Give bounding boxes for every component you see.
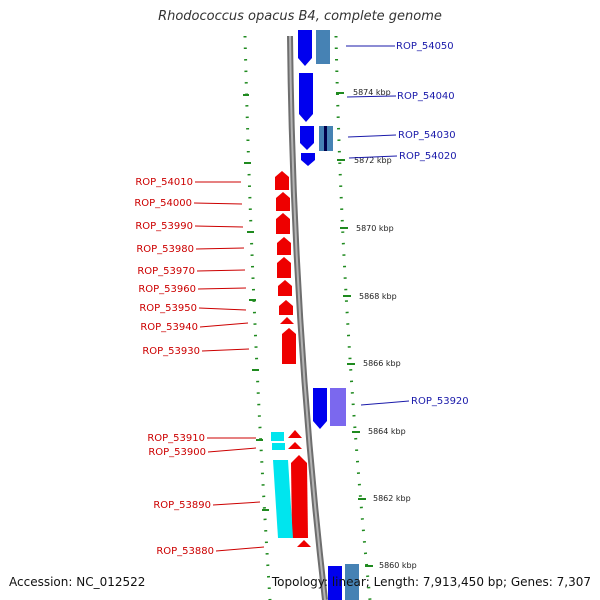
cds-rop-54030-band [324, 126, 327, 151]
gene-arrow-rop-53890 [291, 455, 308, 538]
gene-label-rop-53920[interactable]: ROP_53920 [411, 396, 469, 407]
map-title: Rhodococcus opacus B4, complete genome [158, 9, 442, 24]
gene-arrow-rop-53920 [313, 388, 327, 429]
gene-label-rop-53880[interactable]: ROP_53880 [156, 546, 214, 557]
leader-rop-53980 [195, 247, 245, 250]
gene-label-rop-54030[interactable]: ROP_54030 [398, 130, 456, 141]
gene-label-rop-54020[interactable]: ROP_54020 [399, 151, 457, 162]
genome-backbone-highlight [289, 35, 326, 600]
leader-rop-53970 [196, 269, 246, 272]
gene-arrow-rop-53910 [288, 430, 302, 438]
gene-arrow-rop-53930 [282, 328, 296, 364]
gene-label-rop-53980[interactable]: ROP_53980 [136, 244, 194, 255]
gene-arrow-rop-53940 [280, 317, 294, 324]
gene-arrow-rop-53980 [277, 237, 291, 255]
gene-label-rop-54040[interactable]: ROP_54040 [397, 91, 455, 102]
right-scale-ring [334, 35, 373, 600]
forward-strand-genes [298, 30, 359, 600]
gene-arrow-rop-53960 [278, 280, 292, 296]
gene-arrow-bottom [328, 566, 342, 600]
gene-label-rop-54000[interactable]: ROP_54000 [134, 198, 192, 209]
topology-text: Topology: linear; Length: 7,913,450 bp; … [271, 575, 591, 589]
label-leaders [193, 45, 410, 552]
right-scale-dots [334, 35, 372, 600]
leader-rop-53960 [197, 287, 247, 290]
gene-label-rop-53960[interactable]: ROP_53960 [138, 284, 196, 295]
leader-rop-54030 [347, 134, 397, 138]
scale-label: 5860 kbp [379, 561, 417, 570]
scale-label: 5874 kbp [353, 88, 391, 97]
leader-rop-53880 [215, 546, 265, 552]
scale-label: 5872 kbp [354, 156, 392, 165]
accession-text: Accession: NC_012522 [9, 575, 146, 589]
leader-rop-54020 [348, 155, 398, 159]
gene-label-rop-53930[interactable]: ROP_53930 [142, 346, 200, 357]
scale-label: 5870 kbp [356, 224, 394, 233]
gene-label-rop-53910[interactable]: ROP_53910 [147, 433, 205, 444]
leader-rop-53900 [207, 447, 257, 453]
scale-label: 5864 kbp [368, 427, 406, 436]
gene-arrow-rop-53900 [288, 442, 302, 449]
cds-rop-53920 [330, 388, 346, 426]
gene-label-rop-54050[interactable]: ROP_54050 [396, 41, 454, 52]
gene-arrow-rop-53950 [279, 300, 293, 315]
leader-rop-53930 [201, 348, 250, 352]
gene-arrow-rop-54010 [275, 171, 289, 190]
scale-label: 5866 kbp [363, 359, 401, 368]
gene-arrow-rop-54000 [276, 192, 290, 211]
leader-rop-53920 [360, 400, 410, 406]
leader-rop-53940 [199, 322, 249, 328]
cds-rop-53890 [273, 460, 293, 538]
gene-label-rop-53940[interactable]: ROP_53940 [140, 322, 198, 333]
gene-arrow-rop-54040 [299, 73, 313, 122]
leader-rop-53950 [198, 307, 247, 311]
gene-arrow-rop-53970 [277, 257, 291, 278]
gene-arrow-rop-54020 [301, 153, 315, 166]
cds-rop-54050 [316, 30, 330, 64]
gene-label-rop-53950[interactable]: ROP_53950 [139, 303, 197, 314]
cds-rop-53910 [271, 432, 284, 441]
scale-label: 5868 kbp [359, 292, 397, 301]
leader-rop-53890 [212, 501, 261, 506]
gene-label-rop-53900[interactable]: ROP_53900 [148, 447, 206, 458]
gene-label-rop-53990[interactable]: ROP_53990 [135, 221, 193, 232]
leader-rop-53990 [194, 225, 244, 228]
left-scale-ring [243, 35, 272, 600]
leader-rop-54000 [193, 202, 243, 205]
gene-arrow-rop-54050 [298, 30, 312, 66]
scale-label: 5862 kbp [373, 494, 411, 503]
gene-label-rop-53890[interactable]: ROP_53890 [153, 500, 211, 511]
gene-label-rop-53970[interactable]: ROP_53970 [137, 266, 195, 277]
gene-arrow-rop-53990 [276, 213, 290, 234]
reverse-strand-genes [271, 171, 311, 547]
cds-bottom [345, 564, 359, 600]
gene-arrow-rop-54030 [300, 126, 314, 150]
leader-rop-54040 [346, 95, 397, 98]
left-scale-dots [243, 35, 272, 600]
cds-rop-53900 [272, 443, 285, 450]
gene-label-rop-54010[interactable]: ROP_54010 [135, 177, 193, 188]
gene-arrow-rop-53880 [297, 540, 311, 547]
